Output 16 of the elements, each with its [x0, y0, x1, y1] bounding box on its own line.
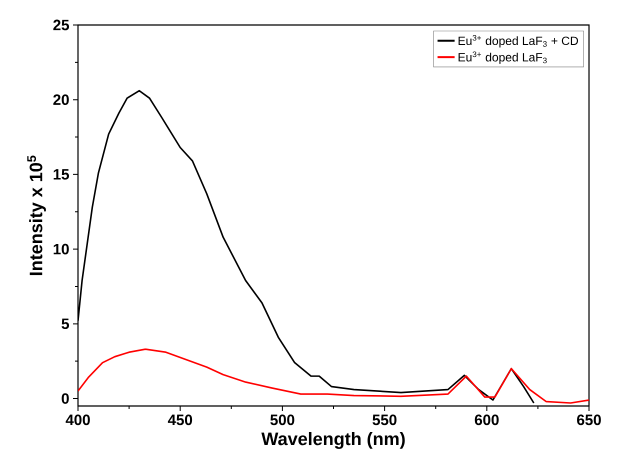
- x-tick-label: 500: [270, 414, 294, 426]
- legend-label: Eu$^{3+}$ doped LaF$_{3}$: [458, 51, 547, 64]
- y-tick-label: 20: [53, 94, 69, 106]
- x-tick-label: 450: [168, 414, 192, 426]
- y-axis-title: Intensity x 10$^{5}$: [27, 156, 46, 276]
- y-tick-label: 5: [62, 318, 70, 330]
- x-tick-label: 600: [474, 414, 499, 426]
- x-tick-label: 550: [372, 414, 396, 426]
- x-axis-title: Wavelength (nm): [261, 432, 405, 449]
- y-tick-label: 15: [54, 169, 70, 180]
- y-tick-label: 10: [54, 244, 69, 254]
- y-tick-label: 25: [53, 20, 70, 30]
- x-tick-label: 400: [66, 414, 90, 426]
- legend-label: Eu$^{3+}$ doped LaF$_{3}$ + CD: [458, 35, 578, 48]
- y-tick-label: 0: [62, 393, 69, 404]
- x-tick-label: 650: [577, 414, 601, 426]
